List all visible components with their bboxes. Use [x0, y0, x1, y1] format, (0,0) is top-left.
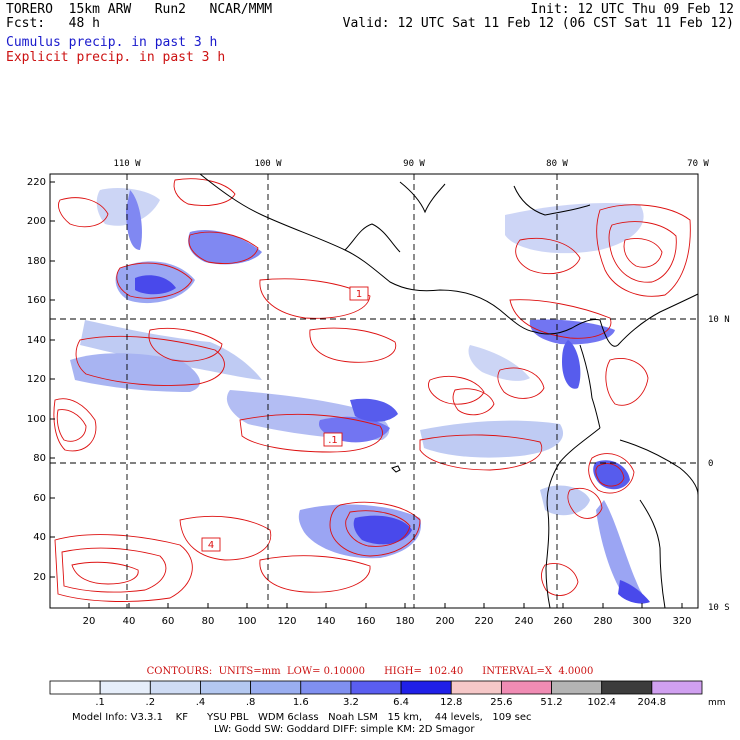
lat-label: 10 N: [708, 315, 730, 325]
run-title: TORERO 15km ARW Run2 NCAR/MMM: [6, 2, 273, 17]
x-tick-label: 200: [435, 616, 454, 627]
y-tick-label: 140: [27, 335, 46, 346]
colorbar-swatch: [551, 680, 603, 695]
lat-label: 10 S: [708, 603, 730, 613]
legend-explicit: Explicit precip. in past 3 h: [6, 50, 226, 65]
forecast-hour: Fcst: 48 h: [6, 16, 100, 31]
x-tick-label: 40: [123, 616, 136, 627]
contour-label-box: [349, 286, 369, 301]
colorbar-label: 51.2: [540, 697, 562, 708]
lon-label: 90 W: [403, 159, 425, 169]
model-physics: LW: Godd SW: Goddard DIFF: simple KM: 2D…: [214, 724, 475, 735]
y-tick-label: 220: [27, 177, 46, 188]
contour-label: 1: [356, 289, 362, 300]
y-tick-label: 180: [27, 256, 46, 267]
lon-label: 100 W: [254, 159, 282, 169]
colorbar-swatch: [99, 680, 151, 695]
x-tick-label: 20: [83, 616, 96, 627]
y-tick-label: 120: [27, 374, 46, 385]
colorbar-swatch: [149, 680, 201, 695]
colorbar-swatch: [200, 680, 252, 695]
contour-label: .1: [328, 435, 338, 446]
colorbar-unit: mm: [708, 698, 726, 708]
y-tick-label: 200: [27, 216, 46, 227]
y-tick-label: 80: [33, 453, 46, 464]
x-tick-label: 240: [514, 616, 533, 627]
colorbar-label: 204.8: [638, 697, 667, 708]
explicit-precip-contours: [53, 178, 691, 602]
x-tick-label: 140: [316, 616, 335, 627]
contour-labels: 1 .1 4: [201, 286, 369, 552]
legend-cumulus: Cumulus precip. in past 3 h: [6, 35, 218, 50]
lon-label: 70 W: [687, 159, 709, 169]
colorbar-swatch: [350, 680, 402, 695]
x-tick-label: 260: [553, 616, 572, 627]
y-tick-label: 60: [33, 493, 46, 504]
colorbar-swatch: [500, 680, 552, 695]
axis-ticks: [50, 181, 683, 608]
x-tick-label: 100: [237, 616, 256, 627]
x-tick-label: 80: [202, 616, 215, 627]
y-tick-label: 100: [27, 414, 46, 425]
x-tick-label: 180: [395, 616, 414, 627]
colorbar-swatch: [250, 680, 302, 695]
colorbar-label: .4: [196, 697, 206, 708]
colorbar-label: 102.4: [587, 697, 616, 708]
x-tick-label: 120: [277, 616, 296, 627]
x-tick-label: 60: [162, 616, 175, 627]
y-tick-label: 20: [33, 572, 46, 583]
y-tick-label: 40: [33, 532, 46, 543]
colorbar-label: .1: [95, 697, 105, 708]
lon-label: 80 W: [546, 159, 568, 169]
contour-label-box: [201, 537, 221, 552]
contour-label: 4: [208, 540, 214, 551]
map-frame: [49, 173, 699, 609]
latlon-grid: [50, 174, 698, 608]
colorbar-label: .2: [146, 697, 156, 708]
colorbar-swatch: [300, 680, 352, 695]
contour-info: CONTOURS: UNITS=mm LOW= 0.10000 HIGH= 10…: [146, 666, 594, 677]
lat-label: 0: [708, 459, 713, 469]
colorbar-swatch: [601, 680, 653, 695]
colorbar-label: 12.8: [440, 697, 462, 708]
x-tick-label: 160: [356, 616, 375, 627]
model-info: Model Info: V3.3.1 KF YSU PBL WDM 6class…: [72, 712, 532, 723]
colorbar-swatch: [651, 680, 703, 695]
contour-label-box: [323, 432, 343, 447]
y-tick-label: 160: [27, 295, 46, 306]
colorbar-label: 1.6: [293, 697, 309, 708]
lon-label: 110 W: [113, 159, 141, 169]
colorbar-label: 6.4: [393, 697, 409, 708]
colorbar-swatch: [450, 680, 502, 695]
x-tick-label: 220: [474, 616, 493, 627]
init-time: Init: 12 UTC Thu 09 Feb 12: [530, 2, 735, 17]
coastlines: [199, 173, 699, 609]
colorbar-swatch: [49, 680, 101, 695]
cumulus-precip-areas: [70, 188, 650, 604]
colorbar-label: 25.6: [490, 697, 512, 708]
colorbar: [49, 680, 703, 695]
colorbar-label: 3.2: [343, 697, 359, 708]
x-tick-label: 300: [632, 616, 651, 627]
valid-time: Valid: 12 UTC Sat 11 Feb 12 (06 CST Sat …: [342, 16, 734, 31]
colorbar-label: .8: [246, 697, 256, 708]
x-tick-label: 280: [593, 616, 612, 627]
x-tick-label: 320: [672, 616, 691, 627]
colorbar-swatch: [400, 680, 452, 695]
